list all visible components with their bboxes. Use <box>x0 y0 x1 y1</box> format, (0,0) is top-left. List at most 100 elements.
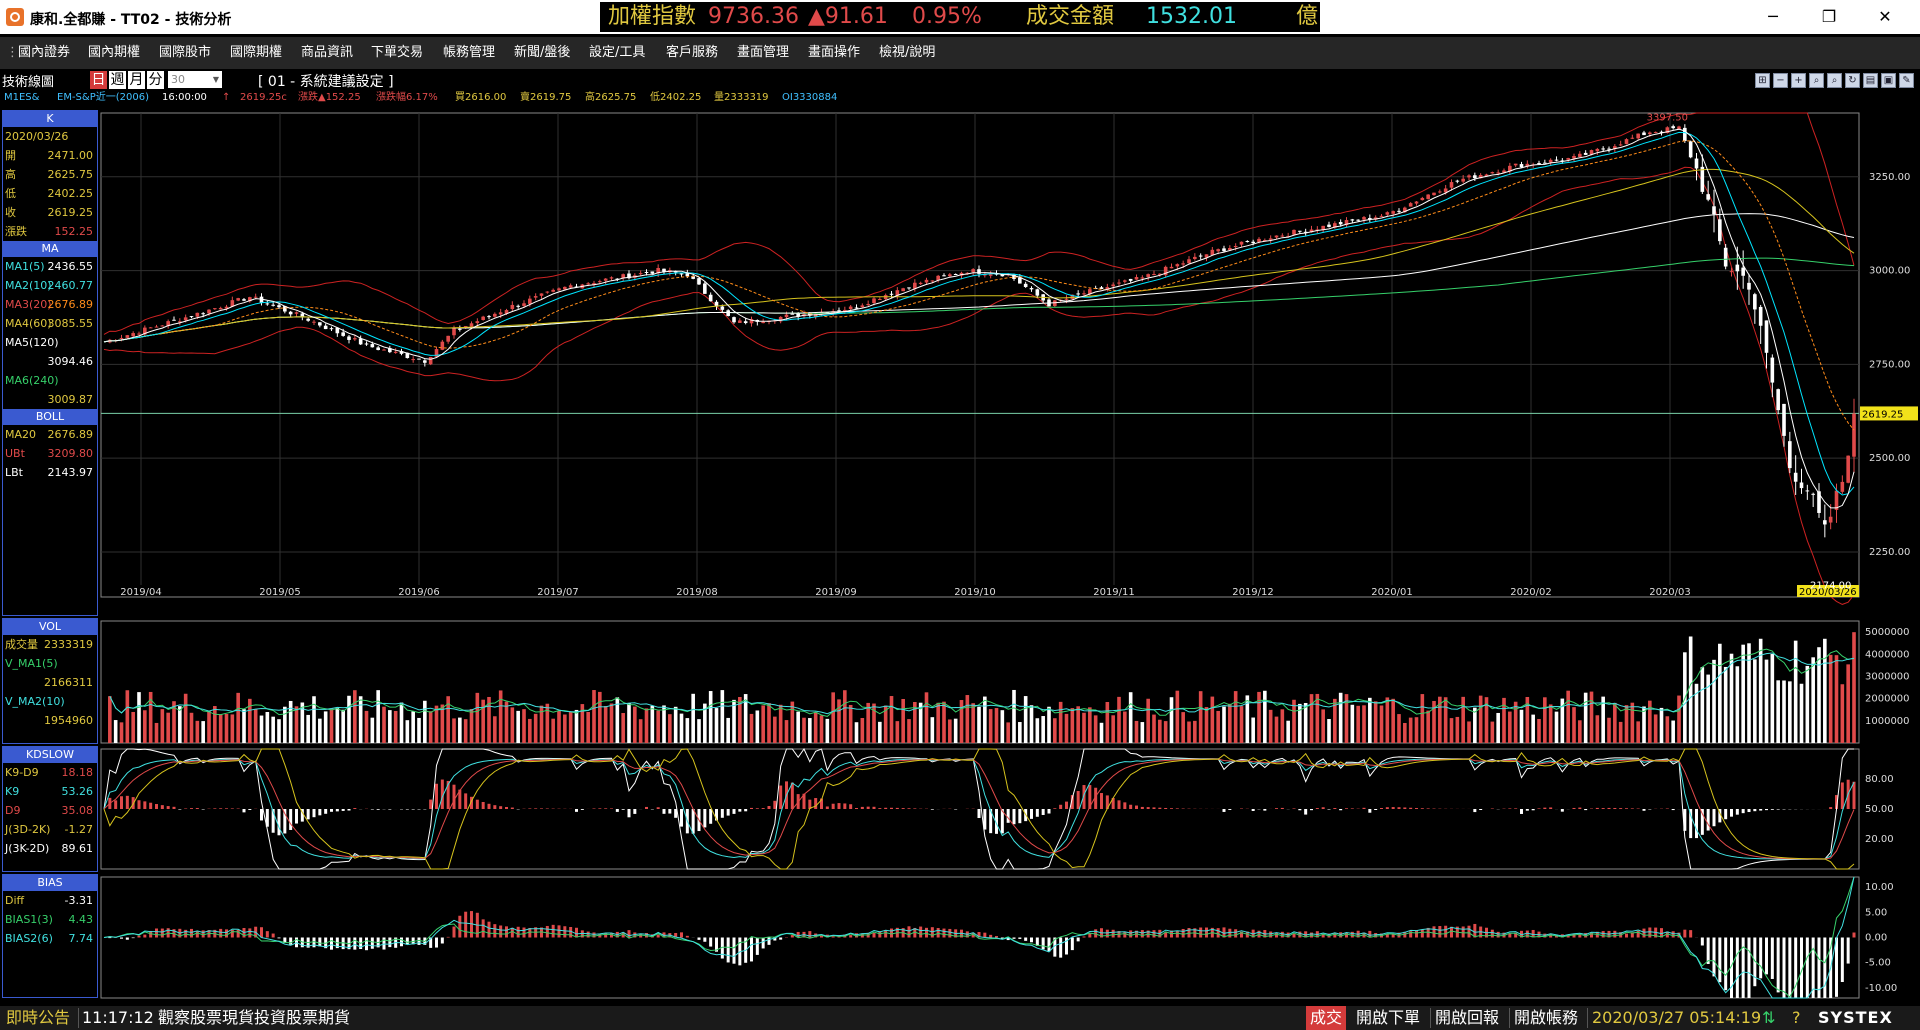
candle-body <box>1502 170 1506 173</box>
last-price-tag <box>1860 406 1918 421</box>
help-icon[interactable]: ? <box>1792 1008 1801 1027</box>
volume-bar <box>1082 712 1086 743</box>
minimize-button[interactable]: ─ <box>1768 7 1778 26</box>
candle-body <box>1677 126 1681 130</box>
menu-item[interactable]: 國際股市 <box>159 45 212 60</box>
connection-icon: ⇅ <box>1762 1008 1776 1027</box>
candle-body <box>1175 264 1180 267</box>
candle-body <box>697 278 701 285</box>
kd-diff-bar <box>995 809 998 834</box>
candle-body <box>592 283 596 285</box>
menu-item[interactable]: 帳務管理 <box>443 45 496 60</box>
bias-diff-bar <box>1053 937 1057 957</box>
kd-diff-bar <box>598 808 602 809</box>
candle-body <box>498 312 503 315</box>
open-order-button[interactable]: 開啟下單 <box>1356 1008 1421 1027</box>
candle-body <box>761 321 765 324</box>
candle-body <box>458 328 462 330</box>
menu-item[interactable]: 國內證券 <box>18 45 71 60</box>
volume-bar <box>837 699 841 743</box>
volume-bar <box>1041 716 1045 743</box>
kd-diff-bar <box>534 808 538 809</box>
kd-diff-bar <box>1070 795 1074 809</box>
candle-body <box>1671 126 1675 129</box>
menu-item[interactable]: 畫面管理 <box>737 45 790 60</box>
kd-diff-bar <box>732 809 736 814</box>
candle-body <box>1537 163 1541 165</box>
trade-button[interactable]: 成交 <box>1306 1006 1346 1030</box>
status-announce-label[interactable]: 即時公告 <box>6 1008 71 1027</box>
bias-diff-bar <box>1525 930 1529 938</box>
period-minute-button[interactable]: 分 <box>147 71 164 89</box>
period-month-button[interactable]: 月 <box>128 71 145 89</box>
volume-bar <box>183 693 188 743</box>
refresh-icon[interactable]: ↻ <box>1845 73 1860 88</box>
menu-item[interactable]: 國際期權 <box>230 45 283 60</box>
volume-bar <box>539 705 544 743</box>
crosshair-icon[interactable]: ⊞ <box>1755 73 1770 88</box>
bias-diff-bar <box>260 927 263 938</box>
bias-diff-bar <box>429 937 433 948</box>
volume-bar <box>230 714 235 743</box>
menu-item[interactable]: 檢視/說明 <box>879 45 936 60</box>
last-date-label: 2020/03/26 <box>1799 587 1857 598</box>
volume-bar <box>399 702 404 743</box>
kd-diff-bar <box>540 808 543 809</box>
info-change-pct: 漲跌幅6.17% <box>376 92 438 103</box>
settings-icon[interactable]: ✎ <box>1899 73 1914 88</box>
maximize-button[interactable]: ❐ <box>1821 7 1837 26</box>
candle-body <box>1338 222 1343 225</box>
volume-bar <box>1776 680 1780 743</box>
menu-item[interactable]: 設定/工具 <box>589 45 646 60</box>
print-icon[interactable]: ▤ <box>1863 73 1878 88</box>
candle-body <box>300 313 305 318</box>
zoom-out-icon[interactable]: − <box>1773 73 1788 88</box>
zoom-in-icon[interactable]: + <box>1791 73 1806 88</box>
ma3-row: MA3(20) 2676.89 <box>5 298 93 311</box>
menu-item[interactable]: 客戶服務 <box>666 45 719 60</box>
open-report-button[interactable]: 開啟回報 <box>1435 1008 1500 1027</box>
period-week-button[interactable]: 週 <box>109 71 126 89</box>
volume-bar <box>1799 683 1804 743</box>
ma1-row: MA1(5) 2436.55 <box>5 260 93 273</box>
kd-diff-bar <box>1712 809 1716 827</box>
volume-bar <box>1537 718 1541 743</box>
minute-interval-select[interactable]: 30 <box>168 71 222 88</box>
period-day-button[interactable]: 日 <box>90 71 107 89</box>
magnify-icon[interactable]: ⌕ <box>1827 73 1842 88</box>
volume-bar <box>1642 706 1646 743</box>
bias-tick-label: -5.00 <box>1865 958 1891 969</box>
candle-body <box>691 276 695 279</box>
bias-diff-bar <box>831 936 835 938</box>
menu-item[interactable]: 新聞/盤後 <box>514 45 571 60</box>
search-icon[interactable]: ⌕ <box>1809 73 1824 88</box>
kd-diff-bar <box>884 807 888 809</box>
volume-bar <box>1531 714 1535 743</box>
close-button[interactable]: ✕ <box>1878 7 1892 26</box>
bias-diff-bar <box>1426 927 1430 938</box>
candle-body <box>166 321 170 327</box>
technical-chart[interactable]: 2019/04 2019/05 2019/06 2019/07 2019/08 2019/… <box>0 0 1920 1006</box>
volume-bar <box>318 718 322 743</box>
volume-bar <box>364 710 369 743</box>
volume-bar <box>796 711 800 743</box>
open-account-button[interactable]: 開啟帳務 <box>1514 1008 1579 1027</box>
candle-body <box>1414 201 1419 204</box>
menu-item[interactable]: 國內期權 <box>88 45 141 60</box>
kd-diff-bar <box>1146 807 1150 809</box>
volume-bar <box>434 705 439 743</box>
menu-item[interactable]: 商品資訊 <box>301 45 354 60</box>
volume-bar <box>545 703 550 743</box>
volume-bar <box>113 720 118 743</box>
volume-bar <box>148 691 153 743</box>
volume-bar <box>481 699 485 743</box>
candle-body <box>1834 490 1839 510</box>
menu-item[interactable]: 畫面操作 <box>808 45 861 60</box>
save-icon[interactable]: ▣ <box>1881 73 1896 88</box>
candle-body <box>971 269 975 273</box>
menu-item[interactable]: 下單交易 <box>371 45 424 60</box>
volume-bar <box>1607 717 1611 743</box>
volume-bar <box>1706 674 1710 743</box>
candle-body <box>160 325 165 327</box>
volume-bar <box>1618 721 1623 743</box>
